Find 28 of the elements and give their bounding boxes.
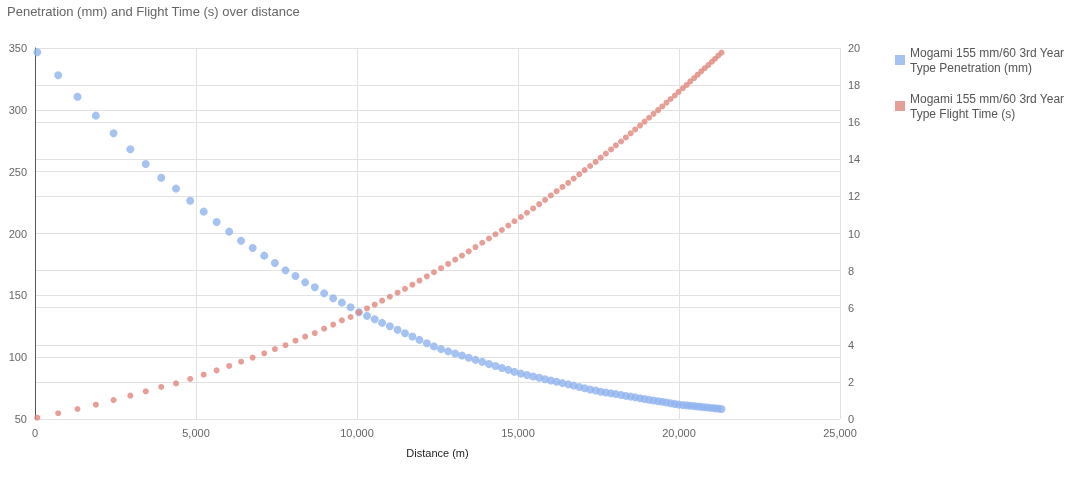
chart-title: Penetration (mm) and Flight Time (s) over distance — [7, 4, 300, 19]
y2-tick-label: 8 — [848, 264, 855, 277]
x-tick-label: 15,000 — [501, 426, 535, 439]
y2-tick-label: 0 — [848, 413, 855, 425]
legend-label: Mogami 155 mm/60 3rd Year Type Penetration (mm) — [910, 45, 1068, 75]
x-tick-label: 25,000 — [823, 426, 857, 439]
y2-tick-label: 12 — [848, 190, 861, 203]
y-tick-label: 100 — [8, 351, 27, 364]
y2-tick-label: 18 — [848, 79, 861, 92]
y-tick-label: 300 — [8, 103, 27, 116]
y2-tick-label: 4 — [848, 338, 855, 351]
x-tick-label: 10,000 — [340, 426, 374, 439]
y-tick-label: 150 — [8, 289, 27, 302]
y2-tick-label: 16 — [848, 116, 861, 129]
y2-tick-label: 14 — [848, 153, 861, 166]
x-tick-label: 5,000 — [182, 426, 210, 439]
legend-label: Mogami 155 mm/60 3rd Year Type Flight Time (s) — [910, 91, 1068, 121]
x-tick-label: 0 — [31, 426, 39, 439]
y-tick-label: 50 — [14, 413, 27, 425]
y-tick-label: 250 — [8, 165, 27, 178]
y2-tick-label: 20 — [848, 42, 861, 54]
y2-tick-label: 2 — [848, 375, 855, 388]
y2-tick-label: 10 — [848, 227, 861, 240]
y-tick-label: 350 — [8, 42, 27, 54]
x-axis-title: Distance (m) — [406, 446, 469, 459]
y2-tick-label: 6 — [848, 301, 855, 314]
x-tick-label: 20,000 — [662, 426, 696, 439]
y-tick-label: 200 — [8, 227, 27, 240]
